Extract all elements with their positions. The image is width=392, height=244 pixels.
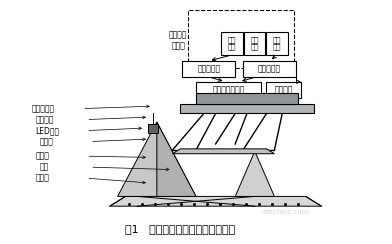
Polygon shape	[157, 122, 196, 196]
FancyBboxPatch shape	[182, 61, 235, 77]
Text: 伺服电机驱动器: 伺服电机驱动器	[212, 85, 245, 94]
Polygon shape	[110, 196, 321, 206]
Text: 人机
接口: 人机 接口	[250, 36, 259, 51]
Text: 图像采集卡: 图像采集卡	[197, 64, 220, 73]
Text: elecfans.com: elecfans.com	[263, 209, 309, 215]
Text: 并联机器人: 并联机器人	[31, 104, 54, 113]
Text: 图像
处理: 图像 处理	[228, 36, 236, 51]
Text: 工业控制
计算机: 工业控制 计算机	[169, 30, 188, 50]
FancyBboxPatch shape	[266, 32, 288, 55]
Text: 包装箱: 包装箱	[35, 152, 49, 161]
FancyBboxPatch shape	[244, 32, 265, 55]
Polygon shape	[235, 151, 274, 196]
Text: 夹持器: 夹持器	[39, 137, 53, 146]
Polygon shape	[172, 149, 274, 154]
Text: 输送带: 输送带	[35, 174, 49, 183]
FancyBboxPatch shape	[196, 82, 261, 98]
FancyBboxPatch shape	[243, 61, 296, 77]
FancyBboxPatch shape	[148, 124, 158, 133]
FancyBboxPatch shape	[266, 82, 301, 98]
FancyBboxPatch shape	[188, 10, 294, 68]
Polygon shape	[196, 93, 298, 104]
Polygon shape	[180, 104, 314, 113]
Polygon shape	[118, 122, 196, 196]
Text: 运动
控制: 运动 控制	[273, 36, 281, 51]
Text: 工业相机: 工业相机	[35, 115, 54, 124]
Text: 食品: 食品	[39, 163, 49, 172]
Text: LED光源: LED光源	[35, 126, 60, 135]
FancyBboxPatch shape	[221, 32, 243, 55]
Text: 图1   高速并联机器人自动分装系统: 图1 高速并联机器人自动分装系统	[125, 224, 236, 234]
Text: 气动系统: 气动系统	[274, 85, 293, 94]
Text: 运动控制器: 运动控制器	[258, 64, 281, 73]
